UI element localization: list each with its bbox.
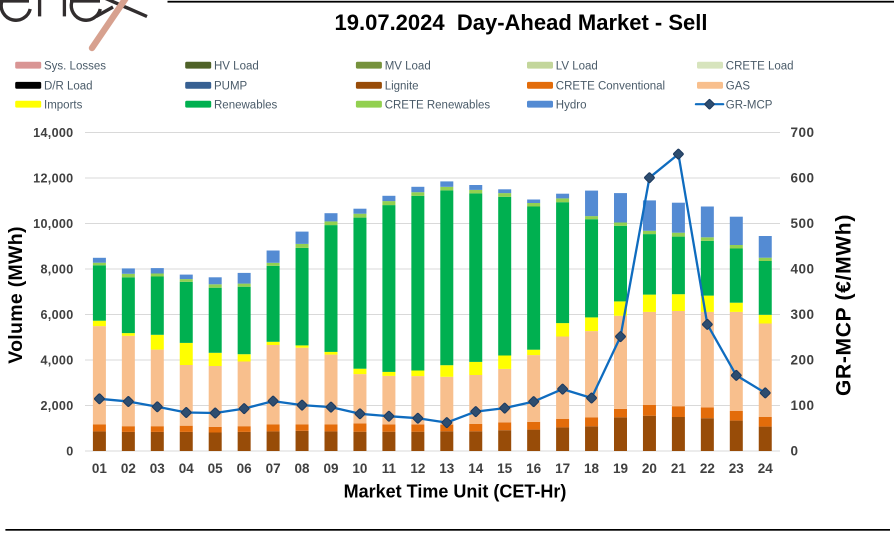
svg-text:04: 04	[179, 461, 195, 476]
svg-text:13: 13	[439, 461, 455, 476]
svg-text:Volume (MWh): Volume (MWh)	[5, 226, 27, 364]
svg-text:18: 18	[584, 461, 600, 476]
svg-text:12: 12	[410, 461, 425, 476]
svg-text:06: 06	[237, 461, 253, 476]
svg-text:PUMP: PUMP	[214, 80, 248, 92]
svg-text:24: 24	[758, 461, 774, 476]
svg-text:23: 23	[729, 461, 745, 476]
svg-text:4,000: 4,000	[40, 353, 73, 367]
svg-text:08: 08	[295, 461, 311, 476]
svg-text:01: 01	[92, 461, 108, 476]
svg-text:300: 300	[791, 307, 815, 322]
svg-text:Sys. Losses: Sys. Losses	[44, 60, 106, 72]
svg-text:6,000: 6,000	[40, 308, 73, 322]
svg-text:HV Load: HV Load	[214, 60, 259, 72]
svg-text:Renewables: Renewables	[214, 99, 278, 111]
svg-text:02: 02	[121, 461, 136, 476]
svg-text:12,000: 12,000	[33, 171, 73, 185]
svg-text:05: 05	[208, 461, 224, 476]
svg-text:10,000: 10,000	[33, 217, 73, 231]
svg-text:03: 03	[150, 461, 166, 476]
svg-text:11: 11	[382, 461, 397, 476]
svg-text:MV Load: MV Load	[385, 60, 431, 72]
svg-text:600: 600	[791, 170, 815, 185]
svg-text:LV Load: LV Load	[556, 60, 598, 72]
svg-text:21: 21	[671, 461, 687, 476]
svg-text:2,000: 2,000	[40, 399, 73, 413]
svg-text:10: 10	[352, 461, 367, 476]
svg-text:09: 09	[323, 461, 338, 476]
svg-text:Imports: Imports	[44, 99, 83, 111]
svg-text:20: 20	[642, 461, 657, 476]
svg-text:GR-MCP: GR-MCP	[726, 99, 773, 111]
svg-text:CRETE Conventional: CRETE Conventional	[556, 80, 665, 92]
svg-text:14,000: 14,000	[33, 126, 73, 140]
svg-text:700: 700	[791, 125, 815, 140]
svg-text:8,000: 8,000	[40, 262, 73, 276]
svg-text:Hydro: Hydro	[556, 99, 587, 111]
svg-text:CRETE Renewables: CRETE Renewables	[385, 99, 491, 111]
svg-text:100: 100	[791, 398, 815, 413]
svg-text:0: 0	[66, 444, 73, 458]
svg-text:22: 22	[700, 461, 715, 476]
svg-text:CRETE Load: CRETE Load	[726, 60, 794, 72]
svg-text:GAS: GAS	[726, 80, 751, 92]
svg-text:19.07.2024 Day-Ahead Market -: 19.07.2024 Day-Ahead Market - Sell	[335, 10, 708, 35]
svg-text:17: 17	[555, 461, 570, 476]
svg-text:07: 07	[266, 461, 281, 476]
svg-text:D/R Load: D/R Load	[44, 80, 93, 92]
svg-text:Lignite: Lignite	[385, 80, 419, 92]
svg-text:200: 200	[791, 352, 815, 367]
svg-text:14: 14	[468, 461, 484, 476]
svg-text:500: 500	[791, 216, 815, 231]
svg-text:16: 16	[526, 461, 542, 476]
svg-text:19: 19	[613, 461, 628, 476]
svg-text:15: 15	[497, 461, 513, 476]
svg-text:0: 0	[791, 443, 799, 458]
svg-text:400: 400	[791, 261, 815, 276]
svg-text:Market Time Unit (CET-Hr): Market Time Unit (CET-Hr)	[344, 482, 567, 502]
svg-text:GR-MCP (€/MWh): GR-MCP (€/MWh)	[833, 214, 856, 396]
